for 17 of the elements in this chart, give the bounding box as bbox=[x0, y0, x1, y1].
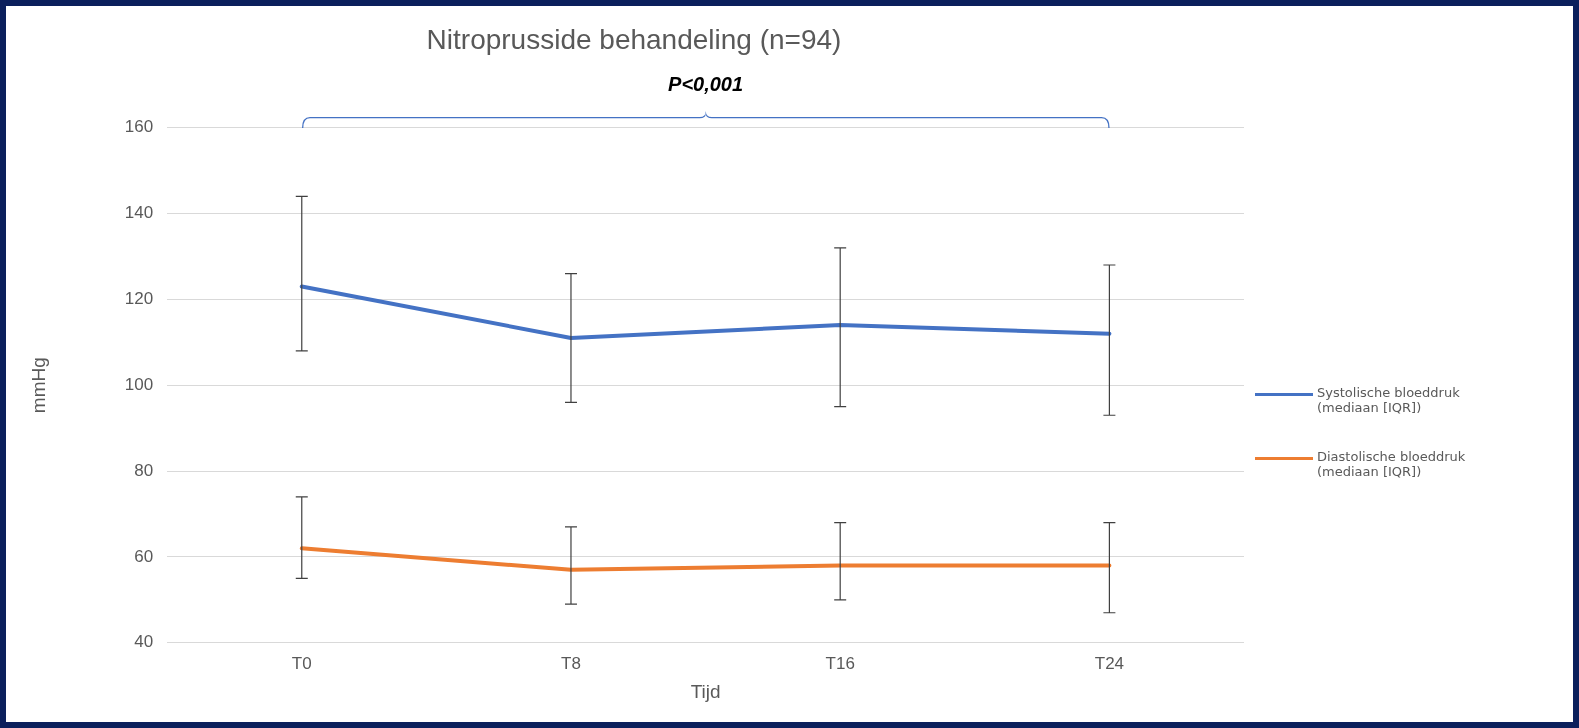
text: P<0,001 bbox=[668, 73, 744, 96]
y-tick-label: 80 bbox=[134, 460, 154, 480]
legend-label: Diastolische bloeddruk (mediaan [IQR]) bbox=[1317, 449, 1467, 479]
x-tick-label: T24 bbox=[1094, 653, 1125, 673]
y-tick-label: 60 bbox=[134, 546, 154, 566]
y-tick-label: 100 bbox=[124, 374, 154, 394]
y-tick-label: 120 bbox=[124, 289, 154, 309]
x-tick-label: T0 bbox=[291, 653, 312, 673]
x-tick-label: T8 bbox=[561, 653, 581, 673]
y-tick-label: 140 bbox=[124, 203, 154, 223]
y-axis-title: mmHg bbox=[27, 357, 49, 414]
y-tick-label: 40 bbox=[134, 632, 154, 652]
chart-title: Nitroprusside behandeling (n=94) bbox=[426, 23, 842, 55]
x-tick-label: T16 bbox=[825, 653, 855, 673]
x-axis-title: Tijd bbox=[690, 680, 721, 702]
y-tick-label: 160 bbox=[124, 117, 154, 137]
legend-label: Systolische bloeddruk (mediaan [IQR]) bbox=[1317, 385, 1461, 415]
